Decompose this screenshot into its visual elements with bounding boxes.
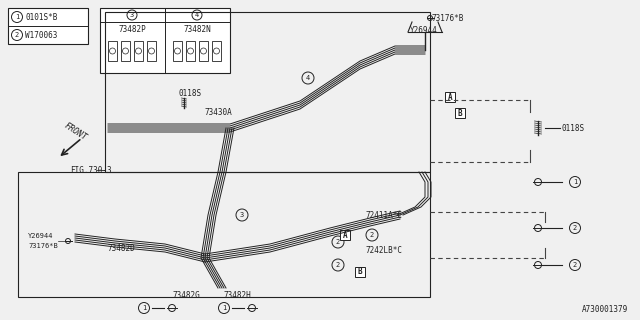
Text: 3: 3 (130, 12, 134, 18)
Bar (340, 230, 350, 240)
Text: 1: 1 (142, 305, 146, 311)
Text: 73176*B: 73176*B (432, 13, 465, 22)
Text: 0101S*B: 0101S*B (25, 12, 58, 21)
Bar (199, 41, 208, 61)
Text: 73176*B: 73176*B (28, 243, 58, 249)
Text: B: B (358, 268, 362, 276)
Text: 2: 2 (573, 262, 577, 268)
Text: Y26944: Y26944 (28, 233, 54, 239)
Text: 0118S: 0118S (562, 124, 585, 132)
Text: 0118S: 0118S (179, 89, 202, 98)
Bar (100, 8, 230, 73)
Text: 7242LB*C: 7242LB*C (365, 245, 402, 254)
Bar (147, 41, 156, 61)
Text: 1: 1 (15, 14, 19, 20)
Text: 2: 2 (336, 239, 340, 245)
Text: W170063: W170063 (25, 30, 58, 39)
Text: FRONT: FRONT (62, 121, 88, 143)
Text: 72411A*C: 72411A*C (365, 211, 402, 220)
Text: 2: 2 (336, 262, 340, 268)
Bar (212, 41, 221, 61)
Text: 4: 4 (306, 75, 310, 81)
Text: 2: 2 (15, 32, 19, 38)
Bar (445, 92, 455, 102)
Text: 4: 4 (195, 12, 199, 18)
Bar (134, 41, 143, 61)
Text: 1: 1 (222, 305, 226, 311)
Text: A: A (448, 92, 452, 101)
Text: 73482H: 73482H (224, 291, 252, 300)
Bar (108, 41, 117, 61)
Text: 2: 2 (573, 225, 577, 231)
Bar (121, 41, 130, 61)
Bar (18, 172, 430, 297)
Text: 73482P: 73482P (118, 25, 146, 34)
Text: A: A (342, 230, 348, 239)
Text: 73430A: 73430A (204, 108, 232, 116)
Bar (455, 108, 465, 118)
Text: 73482N: 73482N (183, 25, 211, 34)
Bar (355, 267, 365, 277)
Text: 2: 2 (370, 232, 374, 238)
Text: 1: 1 (573, 179, 577, 185)
Text: B: B (458, 108, 462, 117)
Bar (186, 41, 195, 61)
Text: FIG.730-3: FIG.730-3 (70, 165, 111, 174)
Text: A730001379: A730001379 (582, 305, 628, 314)
Text: 73482D: 73482D (108, 244, 136, 252)
Text: Y26944: Y26944 (410, 26, 438, 35)
Text: 3: 3 (240, 212, 244, 218)
Bar (8, 8, 88, 44)
Bar (105, 12, 430, 172)
Text: 73482G: 73482G (172, 291, 200, 300)
Bar (173, 41, 182, 61)
